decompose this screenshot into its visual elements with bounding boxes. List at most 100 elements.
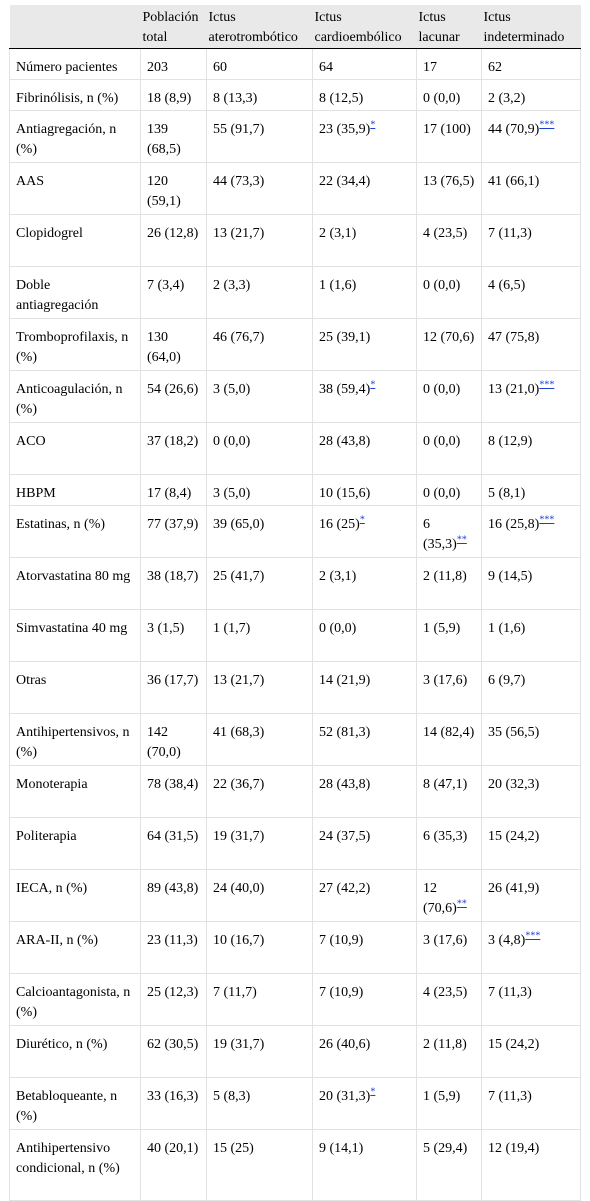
cell-value: 78 (38,4) — [147, 777, 199, 792]
cell-value: 12 (19,4) — [488, 1141, 540, 1156]
cell-value: 64 (31,5) — [147, 829, 199, 844]
table-cell: 1 (5,9) — [416, 609, 482, 662]
table-cell: 41 (66,1) — [481, 162, 581, 215]
footnote-link[interactable]: * — [359, 514, 365, 526]
row-label: Antihipertensivos, n (%) — [16, 725, 130, 760]
row-label: Monoterapia — [16, 777, 88, 792]
table-cell: 13 (21,0)*** — [481, 370, 581, 423]
cell-value: 2 (3,2) — [488, 91, 526, 106]
cell-value: 35 (56,5) — [488, 725, 540, 740]
row-label-cell: Anticoagulación, n (%) — [9, 370, 141, 423]
table-cell: 14 (82,4) — [416, 713, 482, 766]
footnote-link[interactable]: * — [370, 1086, 376, 1098]
cell-value: 15 (24,2) — [488, 1037, 540, 1052]
table-cell: 52 (81,3) — [312, 713, 417, 766]
footnote-link[interactable]: *** — [525, 930, 541, 942]
table-cell: 77 (37,9) — [140, 505, 207, 558]
table-cell: 38 (18,7) — [140, 557, 207, 610]
table-cell: 62 (30,5) — [140, 1025, 207, 1078]
header-cell-ictus-indeterminado: Ictus indeterminado — [481, 5, 581, 49]
cell-value: 7 (11,3) — [488, 1089, 532, 1104]
table-cell: 40 (20,1) — [140, 1129, 207, 1201]
cell-value: 8 (13,3) — [213, 91, 258, 106]
table-cell: 17 (8,4) — [140, 474, 207, 506]
footnote-link[interactable]: ** — [456, 898, 467, 910]
table-cell: 22 (34,4) — [312, 162, 417, 215]
cell-value: 3 (17,6) — [423, 673, 468, 688]
cell-value: 142 (70,0) — [147, 725, 181, 760]
cell-value: 7 (11,3) — [488, 226, 532, 241]
cell-value: 203 — [147, 60, 168, 75]
cell-value: 26 (41,9) — [488, 881, 540, 896]
cell-value: 0 (0,0) — [213, 434, 251, 449]
table-cell: 41 (68,3) — [206, 713, 313, 766]
table-cell: 2 (3,2) — [481, 79, 581, 111]
cell-value: 36 (17,7) — [147, 673, 199, 688]
row-label-cell: Estatinas, n (%) — [9, 505, 141, 558]
table-row: ARA-II, n (%) 23 (11,3) 10 (16,7) 7 (10,9) 3… — [9, 921, 581, 974]
table-cell: 3 (5,0) — [206, 474, 313, 506]
cell-value: 26 (40,6) — [319, 1037, 371, 1052]
row-label: AAS — [16, 174, 45, 189]
table-cell: 1 (1,6) — [481, 609, 581, 662]
cell-value: 13 (21,7) — [213, 226, 265, 241]
table-cell: 9 (14,5) — [481, 557, 581, 610]
footnote-link[interactable]: ** — [456, 534, 467, 546]
cell-value: 19 (31,7) — [213, 829, 265, 844]
table-cell: 6 (9,7) — [481, 661, 581, 714]
footnote-link[interactable]: *** — [539, 379, 555, 391]
header-row: Población total Ictus aterotrombótico Ic… — [9, 5, 581, 49]
cell-value: 44 (70,9) — [488, 122, 540, 137]
cell-value: 7 (3,4) — [147, 278, 185, 293]
cell-value: 28 (43,8) — [319, 777, 371, 792]
cell-value: 23 (11,3) — [147, 933, 198, 948]
table-row: IECA, n (%) 89 (43,8) 24 (40,0) 27 (42,2) 12… — [9, 869, 581, 922]
row-label-cell: Betabloqueante, n (%) — [9, 1077, 141, 1130]
cell-value: 24 (37,5) — [319, 829, 371, 844]
table-cell: 12 (70,6) — [416, 318, 482, 371]
cell-value: 13 (21,7) — [213, 673, 265, 688]
table-row: ACO 37 (18,2) 0 (0,0) 28 (43,8) 0 (0,0) 8 (12… — [9, 422, 581, 475]
footnote-marker: *** — [539, 379, 554, 390]
table-cell: 5 (8,3) — [206, 1077, 313, 1130]
table-cell: 24 (40,0) — [206, 869, 313, 922]
cell-value: 2 (3,3) — [213, 278, 251, 293]
footnote-link[interactable]: * — [370, 379, 376, 391]
cell-value: 20 (31,3) — [319, 1089, 371, 1104]
table-row: HBPM 17 (8,4) 3 (5,0) 10 (15,6) 0 (0,0) 5 (8,… — [9, 474, 581, 506]
cell-value: 12 (70,6) — [423, 881, 457, 916]
row-label: Anticoagulación, n (%) — [16, 382, 123, 417]
footnote-link[interactable]: *** — [539, 514, 555, 526]
table-cell: 0 (0,0) — [312, 609, 417, 662]
table-row: Otras 36 (17,7) 13 (21,7) 14 (21,9) 3 (17,6)… — [9, 661, 581, 714]
table-cell: 22 (36,7) — [206, 765, 313, 818]
table-cell: 37 (18,2) — [140, 422, 207, 475]
table-cell: 203 — [140, 48, 207, 80]
cell-value: 0 (0,0) — [319, 621, 357, 636]
table-cell: 2 (11,8) — [416, 557, 482, 610]
cell-value: 40 (20,1) — [147, 1141, 199, 1156]
row-label-cell: Simvastatina 40 mg — [9, 609, 141, 662]
row-label-cell: AAS — [9, 162, 141, 215]
cell-value: 54 (26,6) — [147, 382, 199, 397]
footnote-link[interactable]: *** — [539, 119, 555, 131]
cell-value: 15 (24,2) — [488, 829, 540, 844]
table-cell: 13 (21,7) — [206, 661, 313, 714]
table-cell: 14 (21,9) — [312, 661, 417, 714]
cell-value: 3 (5,0) — [213, 382, 251, 397]
row-label: Calcioantagonista, n (%) — [16, 985, 131, 1020]
table-cell: 130 (64,0) — [140, 318, 207, 371]
table-cell: 89 (43,8) — [140, 869, 207, 922]
cell-value: 52 (81,3) — [319, 725, 371, 740]
header-cell-ictus-cardioembolico: Ictus cardioembólico — [312, 5, 417, 49]
table-cell: 0 (0,0) — [416, 266, 482, 319]
table-cell: 38 (59,4)* — [312, 370, 417, 423]
cell-value: 1 (5,9) — [423, 1089, 461, 1104]
table-cell: 7 (11,3) — [481, 214, 581, 267]
cell-value: 38 (59,4) — [319, 382, 371, 397]
row-label-cell: Tromboprofilaxis, n (%) — [9, 318, 141, 371]
table-cell: 17 (100) — [416, 110, 482, 163]
footnote-link[interactable]: * — [370, 119, 376, 131]
table-cell: 2 (3,3) — [206, 266, 313, 319]
cell-value: 39 (65,0) — [213, 517, 265, 532]
